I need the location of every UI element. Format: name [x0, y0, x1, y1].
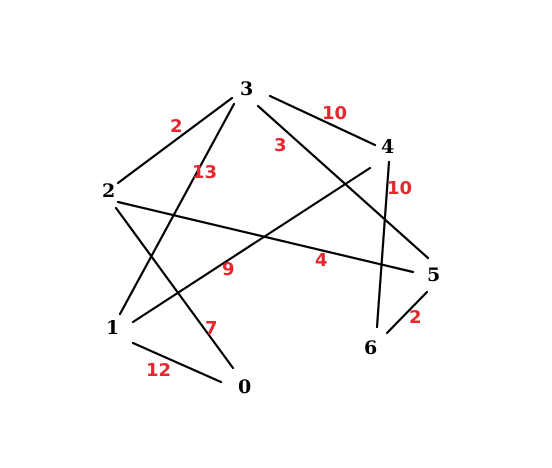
weight-label-3-4: 10: [322, 103, 347, 124]
edge-2-5: [116, 200, 415, 274]
edge-3-2: [116, 96, 234, 185]
node-4: 4: [381, 136, 394, 158]
node-3: 3: [240, 78, 253, 100]
edge-weights: 2 10 13 3 10 9 4 7 12 2: [146, 103, 422, 381]
weight-label-2-0: 7: [205, 318, 218, 339]
edge-2-0: [114, 206, 235, 370]
node-1: 1: [106, 317, 119, 339]
weight-label-1-0: 12: [146, 360, 171, 381]
weight-label-2-5: 4: [315, 250, 328, 271]
node-6: 6: [364, 337, 377, 359]
weight-label-3-5: 3: [274, 135, 287, 156]
edge-4-1: [131, 166, 372, 324]
edges: [114, 94, 430, 384]
weight-label-3-1: 13: [192, 162, 217, 183]
edge-5-6: [385, 290, 429, 335]
weight-label-5-6: 2: [409, 307, 422, 328]
edge-3-1: [118, 102, 236, 316]
node-0: 0: [238, 376, 251, 398]
edge-3-5: [256, 104, 430, 260]
weight-label-3-2: 2: [170, 116, 183, 137]
nodes: 0 1 2 3 4 5 6: [102, 78, 440, 398]
node-2: 2: [102, 180, 115, 202]
node-5: 5: [427, 264, 440, 286]
edge-1-0: [131, 341, 223, 384]
weight-label-4-6: 10: [387, 178, 412, 199]
edge-3-4: [268, 94, 377, 147]
edge-4-6: [375, 160, 391, 329]
weight-label-4-1: 9: [222, 259, 235, 280]
